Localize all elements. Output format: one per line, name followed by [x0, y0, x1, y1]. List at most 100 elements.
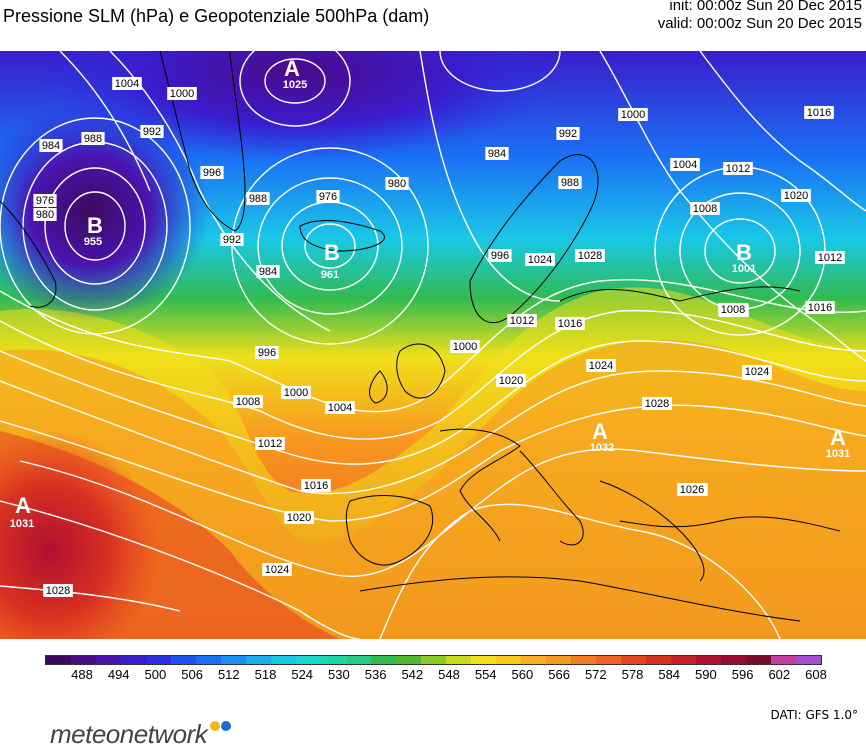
isobar-label-bg — [718, 303, 748, 316]
colorbar-tick-label: 542 — [401, 667, 424, 682]
isobar-label-bg — [255, 437, 285, 450]
center-value: 961 — [321, 269, 339, 281]
isobar-label-bg — [815, 251, 845, 264]
center-letter: A — [830, 425, 846, 450]
colorbar-tick-label: 506 — [181, 667, 203, 682]
isobar-label: 1016 — [807, 107, 831, 119]
colorbar-cell — [771, 656, 796, 664]
low-core-north — [40, 51, 560, 161]
center-letter: A — [592, 419, 608, 444]
isobar-label: 1016 — [304, 480, 328, 492]
isobar-label: 1012 — [818, 252, 842, 264]
colorbar-tick-label: 566 — [548, 667, 570, 682]
colorbar-cell — [646, 656, 671, 664]
isobar-label-bg — [586, 359, 616, 372]
coastlines — [0, 51, 841, 622]
isobar-label: 1000 — [621, 109, 645, 121]
colorbar-cell — [246, 656, 271, 664]
valid-time: valid: 00:00z Sun 20 Dec 2015 — [657, 15, 862, 32]
isobar-label: 1028 — [645, 398, 669, 410]
colorbar-cell — [796, 656, 821, 664]
colorbar-cell — [121, 656, 146, 664]
isobar-label-bg — [200, 166, 224, 179]
isobar-label: 976 — [36, 195, 54, 207]
isobar-label-bg — [670, 158, 700, 171]
isobar-label: 1024 — [589, 360, 613, 372]
high-center-atlantic: A 1031 — [10, 493, 34, 530]
logo-dots-icon — [210, 707, 232, 738]
isobar-label: 976 — [319, 191, 337, 203]
colorbar-cell — [571, 656, 596, 664]
isobar-label-bg — [255, 346, 279, 359]
colorbar-cell — [371, 656, 396, 664]
isobar-label: 1012 — [258, 438, 282, 450]
isobar-label: 1026 — [680, 484, 704, 496]
isobar-label-bg — [485, 147, 509, 160]
center-letter: B — [736, 240, 752, 265]
isobar-label: 988 — [84, 133, 102, 145]
colorbar-cell — [671, 656, 696, 664]
isobar-label-bg — [385, 177, 409, 190]
isobar-label: 992 — [223, 234, 241, 246]
isobar-label-bg — [220, 233, 244, 246]
isobar-labels: 1004 1000 988 992 984 996 976 980 988 992 984 996 10… — [33, 77, 845, 597]
colorbar-cell — [696, 656, 721, 664]
isobar-label-bg — [677, 483, 707, 496]
center-value: 1001 — [732, 263, 756, 275]
colorbar-cell — [96, 656, 121, 664]
weather-map: A 1025 B 955 B 961 B 1001 A 1031 A 1032 — [0, 51, 866, 639]
colorbar-tick-label: 584 — [658, 667, 681, 682]
isobar-label-bg — [575, 249, 605, 262]
low-core-west — [0, 101, 210, 321]
isobar-label: 1004 — [673, 159, 697, 171]
isobar-label: 988 — [561, 177, 579, 189]
isobar-label: 1008 — [721, 304, 745, 316]
high-center-turkey: A 1031 — [826, 425, 850, 460]
isobar-label-bg — [39, 139, 63, 152]
isobar-label-bg — [43, 584, 73, 597]
colorbar-cell — [71, 656, 96, 664]
logo-text: meteonetwork — [50, 719, 208, 749]
center-value: 955 — [84, 236, 102, 248]
colorbar-cell — [46, 656, 71, 664]
isobar-label: 1000 — [284, 387, 308, 399]
colorbar-cell — [296, 656, 321, 664]
isobar-label: 984 — [488, 148, 506, 160]
isobar-label-bg — [281, 386, 311, 399]
logo: meteonetwork — [50, 707, 232, 750]
isobar-label-bg — [167, 87, 197, 100]
isobar-label: 1008 — [236, 396, 260, 408]
isobar-label: 984 — [259, 266, 277, 278]
isobar-label-bg — [301, 479, 331, 492]
isobar-label: 1024 — [265, 564, 289, 576]
map-canvas: A 1025 B 955 B 961 B 1001 A 1031 A 1032 — [0, 51, 866, 639]
isobar-label-bg — [723, 162, 753, 175]
isobar-label-bg — [33, 208, 57, 221]
colorbar-cell — [746, 656, 771, 664]
pressure-centers: A 1025 B 955 B 961 B 1001 A 1031 A 1032 — [10, 56, 850, 530]
colorbar-cell — [471, 656, 496, 664]
isobar-label: 1024 — [528, 254, 552, 266]
low-center-west: B 955 — [84, 213, 103, 248]
isobar-label: 1016 — [808, 302, 832, 314]
isobar-label: 980 — [36, 209, 54, 221]
isobar-label: 1016 — [558, 318, 582, 330]
isobar-label-bg — [804, 106, 834, 119]
center-letter: B — [324, 240, 340, 265]
isobar-label: 1004 — [328, 402, 352, 414]
colorbar-tick-label: 602 — [768, 667, 791, 682]
colorbar-cell — [421, 656, 446, 664]
isobar-label: 1020 — [784, 190, 808, 202]
isobar-label: 996 — [491, 250, 509, 262]
colorbar-cell — [721, 656, 746, 664]
isobar-label: 1004 — [115, 78, 139, 90]
colorbar — [45, 655, 822, 665]
isobar-label-bg — [525, 253, 555, 266]
isobar-label: 1020 — [287, 512, 311, 524]
isobar-label-bg — [325, 401, 355, 414]
center-letter: A — [284, 56, 300, 81]
isobars — [0, 51, 866, 639]
high-center-balkans: A 1032 — [590, 419, 614, 454]
isobar-label-bg — [233, 395, 263, 408]
colorbar-cell — [446, 656, 471, 664]
